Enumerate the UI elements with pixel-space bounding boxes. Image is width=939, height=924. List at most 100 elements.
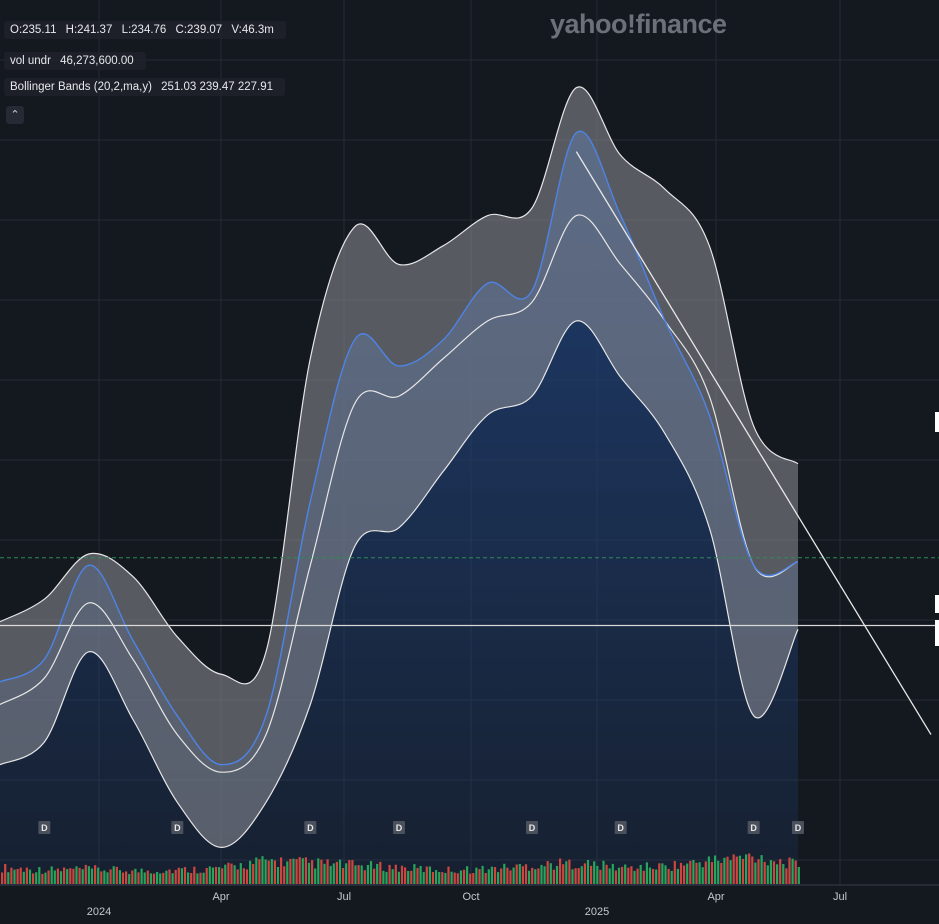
volume-bar (137, 872, 140, 884)
bollinger-values: 251.03 239.47 227.91 (161, 81, 274, 93)
dividend-marker-label: D (617, 823, 624, 833)
volume-bar (298, 857, 301, 884)
volume-bar (140, 868, 143, 884)
volume-bar (289, 858, 292, 884)
x-year-label: 2025 (584, 906, 610, 918)
volume-bar (97, 867, 100, 884)
volume-bar (78, 867, 81, 884)
volume-bar (754, 862, 757, 884)
volume-bar (431, 872, 435, 884)
volume-bar (174, 869, 177, 884)
bollinger-middle-line (0, 214, 799, 773)
volume-bar (44, 872, 47, 884)
volume-bar (187, 872, 190, 884)
volume-bar (252, 863, 255, 884)
low-value: L:234.76 (121, 24, 167, 36)
volume-bar (363, 870, 366, 884)
volume-bar (531, 867, 534, 884)
volume-bar (180, 868, 183, 884)
volume-short-value: V:46.3m (231, 24, 274, 36)
volume-bar (348, 860, 351, 884)
x-tick-label: Apr (707, 891, 725, 903)
volume-bar (577, 868, 580, 884)
volume-bar (301, 858, 304, 884)
volume-bar (270, 859, 273, 884)
volume-bar (295, 859, 298, 884)
bollinger-upper-line (0, 86, 799, 685)
volume-bar (413, 864, 416, 884)
volume-bar (484, 873, 487, 884)
volume-bar (131, 870, 134, 884)
volume-value: 46,273,600.00 (60, 55, 134, 67)
volume-bar (546, 861, 549, 884)
volume-bar (534, 869, 537, 884)
volume-bar (590, 865, 593, 884)
volume-bar (1, 872, 4, 884)
volume-bar (580, 866, 583, 884)
volume-bar (388, 864, 391, 884)
volume-bar (543, 866, 546, 884)
volume-bar (701, 867, 704, 884)
volume-bar (7, 872, 10, 884)
price-line (0, 130, 799, 766)
volume-bar (537, 868, 540, 884)
volume-bar (670, 870, 673, 884)
volume-bar (115, 866, 118, 884)
volume-bar (56, 868, 59, 884)
volume-bar (593, 861, 596, 884)
volume-bar (679, 862, 683, 884)
volume-bar (152, 873, 156, 884)
volume-bar (22, 871, 25, 884)
volume-bar (648, 867, 652, 884)
volume-bar (255, 857, 258, 884)
dividend-marker (614, 821, 627, 834)
volume-bar (156, 872, 159, 884)
x-tick-label: Jul (832, 891, 848, 903)
y-axis-marker (935, 412, 939, 432)
volume-bar (683, 865, 686, 884)
high-value: H:241.37 (65, 24, 113, 36)
volume-bar (159, 873, 162, 884)
bollinger-legend[interactable]: Bollinger Bands (20,2,ma,y) 251.03 239.4… (4, 78, 286, 96)
volume-bar (673, 861, 676, 884)
volume-legend[interactable]: vol undr 46,273,600.00 (4, 52, 146, 70)
chevron-up-icon[interactable]: ⌃ (6, 106, 24, 124)
volume-bar (13, 869, 16, 884)
volume-bar (394, 864, 397, 884)
volume-bar (788, 857, 791, 884)
volume-bar (4, 864, 7, 884)
volume-bar (221, 868, 224, 884)
volume-bar (373, 868, 376, 884)
volume-bar (627, 867, 630, 884)
volume-label: vol undr (10, 55, 51, 67)
volume-bar (515, 864, 518, 884)
volume-bar (732, 854, 735, 884)
volume-bar (704, 861, 707, 884)
volume-bar (193, 866, 196, 884)
volume-bar (438, 872, 441, 884)
volume-bar (630, 866, 633, 884)
volume-bar (109, 869, 112, 884)
volume-bar (779, 859, 782, 884)
volume-bar (741, 858, 745, 884)
dividend-marker-label: D (307, 823, 314, 833)
volume-bar (714, 855, 717, 884)
volume-bar (422, 872, 425, 884)
volume-bar (500, 868, 503, 884)
volume-bar (493, 867, 497, 884)
volume-bar (283, 866, 286, 884)
volume-bar (512, 867, 515, 884)
volume-bar (791, 858, 794, 884)
volume-bar (661, 863, 664, 884)
volume-bar (487, 869, 490, 884)
open-value: O:235.11 (10, 24, 57, 36)
volume-bar (38, 867, 41, 884)
volume-bar (35, 872, 38, 884)
volume-bar (224, 864, 227, 884)
volume-bar (441, 872, 444, 884)
volume-bar (549, 863, 552, 884)
volume-bar (146, 870, 149, 884)
volume-bar (249, 860, 252, 884)
volume-bar (103, 870, 106, 884)
